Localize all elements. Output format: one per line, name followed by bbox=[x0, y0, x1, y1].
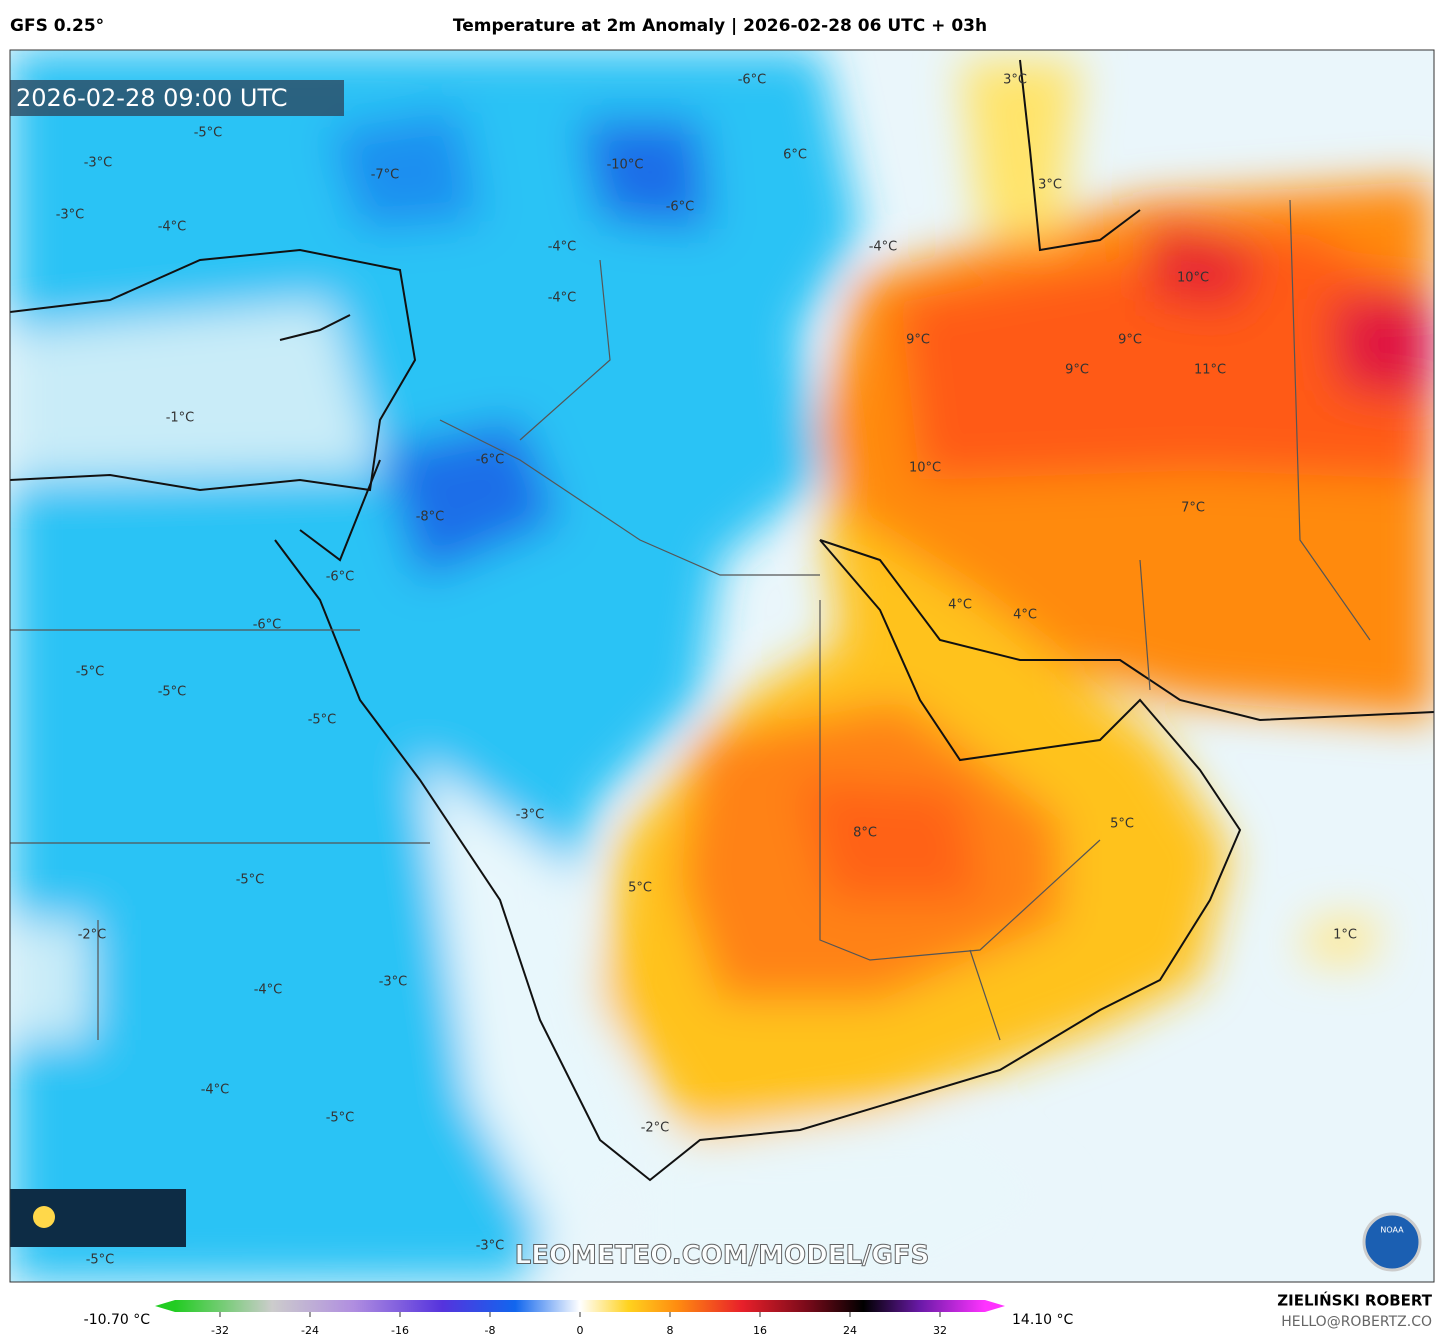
contour-label: -4°C bbox=[158, 220, 187, 235]
contour-label: -4°C bbox=[201, 1083, 230, 1098]
colorbar-tick-label: 32 bbox=[933, 1324, 947, 1337]
contour-label: 10°C bbox=[909, 461, 941, 476]
contour-label: 8°C bbox=[853, 826, 877, 841]
colorbar-gradient bbox=[175, 1300, 985, 1312]
coastlines bbox=[10, 59, 1434, 1182]
contour-label: -5°C bbox=[308, 713, 337, 728]
map-title: Temperature at 2m Anomaly | 2026-02-28 0… bbox=[453, 16, 987, 36]
contour-label: 3°C bbox=[1038, 178, 1062, 193]
map-frame bbox=[9, 49, 1435, 1283]
contour-label: -3°C bbox=[56, 208, 85, 223]
contour-label: -6°C bbox=[476, 453, 505, 468]
colorbar: -10.70 °C 14.10 °C -32 -24 -16 -8 0 8 16 24 32 bbox=[84, 1300, 1074, 1337]
timestamp-box bbox=[10, 80, 344, 116]
colorbar-tick-label: -8 bbox=[485, 1324, 496, 1337]
colorbar-tick-label: 0 bbox=[577, 1324, 584, 1337]
contour-label: -3°C bbox=[516, 808, 545, 823]
contour-label: -8°C bbox=[416, 510, 445, 525]
colorbar-tick-label: 16 bbox=[753, 1324, 767, 1337]
colorbar-low-arrow bbox=[155, 1300, 175, 1312]
model-name: GFS 0.25° bbox=[10, 16, 104, 36]
noaa-logo-text: NOAA bbox=[1380, 1226, 1404, 1235]
colorbar-max-label: 14.10 °C bbox=[1012, 1312, 1074, 1328]
contour-label: 10°C bbox=[1177, 271, 1209, 286]
contour-label: 9°C bbox=[1065, 363, 1089, 378]
contour-label: 5°C bbox=[628, 881, 652, 896]
contour-label: 6°C bbox=[783, 148, 807, 163]
borders bbox=[10, 199, 1371, 1041]
contour-label: 9°C bbox=[906, 333, 930, 348]
contour-label: 4°C bbox=[1013, 608, 1037, 623]
contour-label: 3°C bbox=[1003, 73, 1027, 88]
colorbar-tick-label: -32 bbox=[211, 1324, 229, 1337]
contour-label: -3°C bbox=[476, 1239, 505, 1254]
brand-sun bbox=[33, 1206, 55, 1228]
timestamp: 2026-02-28 09:00 UTC bbox=[16, 84, 287, 112]
contour-label: -5°C bbox=[194, 126, 223, 141]
contour-label: -6°C bbox=[738, 73, 767, 88]
contour-label: -4°C bbox=[548, 291, 577, 306]
contour-label: -3°C bbox=[84, 156, 113, 171]
contour-label: 11°C bbox=[1194, 363, 1226, 378]
noaa-logo bbox=[1362, 1212, 1422, 1272]
colorbar-tick-label: -16 bbox=[391, 1324, 409, 1337]
map: -6°C 3°C -5°C -3°C -7°C -10°C 6°C 3°C -3°C -6°C -4… bbox=[10, 50, 1434, 1282]
contour-label: -5°C bbox=[158, 685, 187, 700]
contour-label: -5°C bbox=[326, 1111, 355, 1126]
contour-label: -2°C bbox=[641, 1121, 670, 1136]
map-labels: -6°C 3°C -5°C -3°C -7°C -10°C 6°C 3°C -3°C -6°C -4… bbox=[56, 73, 1357, 1268]
contour-label: 7°C bbox=[1181, 501, 1205, 516]
colorbar-min-label: -10.70 °C bbox=[84, 1312, 151, 1328]
contour-label: -6°C bbox=[253, 618, 282, 633]
contour-label: -6°C bbox=[326, 570, 355, 585]
contour-label: -7°C bbox=[371, 168, 400, 183]
contour-label: -10°C bbox=[607, 158, 644, 173]
contour-label: -4°C bbox=[869, 240, 898, 255]
anomaly-field bbox=[10, 50, 1434, 1282]
contour-label: -5°C bbox=[76, 665, 105, 680]
contour-label: -1°C bbox=[166, 411, 195, 426]
author: ZIELIŃSKI ROBERT bbox=[1277, 1291, 1432, 1310]
contour-label: -6°C bbox=[666, 200, 695, 215]
colorbar-tick-label: 8 bbox=[667, 1324, 674, 1337]
contour-label: -4°C bbox=[254, 983, 283, 998]
watermark: LEOMETEO.COM/MODEL/GFS bbox=[515, 1241, 930, 1271]
contour-label: -4°C bbox=[548, 240, 577, 255]
contour-label: -2°C bbox=[78, 928, 107, 943]
contour-label: 5°C bbox=[1110, 817, 1134, 832]
contour-label: 4°C bbox=[948, 598, 972, 613]
contour-label: 9°C bbox=[1118, 333, 1142, 348]
contour-label: -5°C bbox=[86, 1253, 115, 1268]
colorbar-tick-label: -24 bbox=[301, 1324, 319, 1337]
colorbar-tick-label: 24 bbox=[843, 1324, 857, 1337]
contact: HELLO@ROBERTZ.CO bbox=[1281, 1314, 1432, 1330]
colorbar-high-arrow bbox=[985, 1300, 1005, 1312]
contour-label: -5°C bbox=[236, 873, 265, 888]
contour-label: -3°C bbox=[379, 975, 408, 990]
contour-label: 1°C bbox=[1333, 928, 1357, 943]
